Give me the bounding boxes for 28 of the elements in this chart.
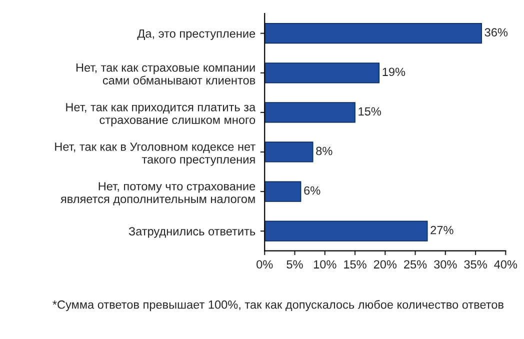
- x-tick-label: 0%: [256, 260, 273, 269]
- bar: [264, 102, 356, 123]
- x-tick-label: 40%: [494, 260, 518, 269]
- data-label: 15%: [358, 107, 381, 116]
- x-tick-label: 35%: [464, 260, 487, 269]
- y-tick-label: Нет, так как приходится платить за страхование слишком много: [66, 103, 256, 126]
- y-tick-label: Затруднились ответить: [128, 227, 256, 238]
- bar: [264, 23, 482, 44]
- data-label: 36%: [484, 28, 508, 37]
- data-label: 27%: [430, 226, 454, 234]
- bar: [264, 220, 428, 242]
- bar: [264, 62, 380, 84]
- bar: [264, 142, 314, 162]
- x-tick-label: 25%: [404, 260, 427, 269]
- x-tick-label: 20%: [374, 260, 397, 269]
- data-label: 8%: [316, 146, 332, 156]
- y-tick-label: Нет, потому что страхование является дополнительным налогом: [60, 182, 256, 206]
- y-tick-label: Да, это преступление: [137, 29, 256, 40]
- x-tick-label: 10%: [314, 260, 336, 269]
- x-tick-label: 30%: [434, 260, 457, 269]
- data-label: 6%: [304, 186, 320, 195]
- bar: [264, 181, 302, 202]
- y-tick-label: Нет, так как страховые компании сами обманывают клиентов: [76, 64, 256, 84]
- x-tick-label: 15%: [344, 260, 366, 269]
- y-tick-label: Нет, так как в Уголовном кодексе нет такого преступления: [55, 142, 256, 166]
- data-label: 19%: [382, 68, 406, 76]
- x-tick-label: 5%: [286, 260, 303, 269]
- text: *Сумма ответов превышает 100%, так как допускалось любое количество ответов: [52, 300, 504, 312]
